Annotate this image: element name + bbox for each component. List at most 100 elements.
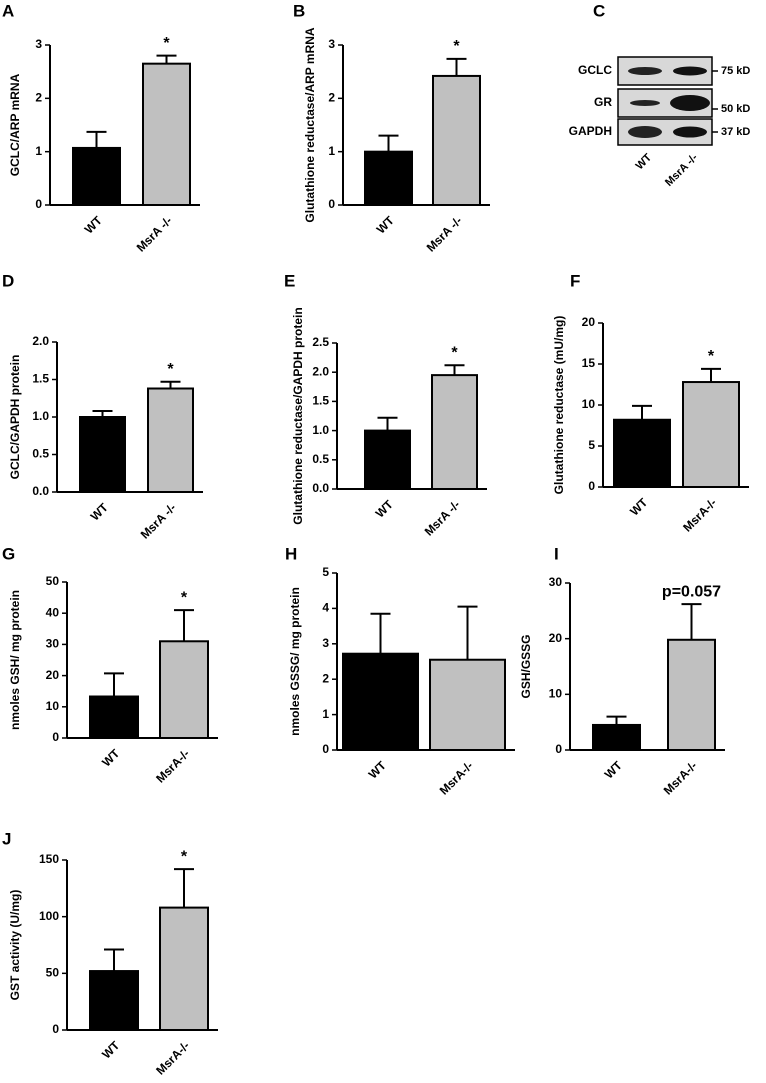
y-tick-label: 1 — [328, 144, 335, 158]
panel-letter: G — [2, 544, 15, 563]
x-tick-label: MsrA -/- — [422, 497, 463, 538]
bar — [89, 970, 139, 1031]
y-axis-label: GSH/GSSG — [519, 634, 533, 698]
x-tick-label: WT — [602, 758, 626, 782]
blot-band — [670, 95, 710, 111]
error-bar — [632, 404, 652, 420]
panel-letter: C — [593, 1, 605, 20]
blot-lane-label: MsrA -/- — [663, 151, 700, 188]
annotation: * — [453, 38, 460, 55]
y-axis-label: Glutathione reductase (mU/mg) — [552, 316, 566, 495]
y-tick-label: 0 — [555, 742, 562, 756]
blot-row-label: GCLC — [578, 63, 612, 77]
y-tick-label: 0 — [328, 197, 335, 211]
y-tick-label: 50 — [46, 966, 60, 980]
blot-size-label: 50 kD — [721, 103, 750, 115]
bar — [364, 150, 413, 207]
bar — [159, 640, 209, 740]
panel-letter: H — [285, 544, 297, 563]
blot-band — [673, 126, 707, 138]
bar — [613, 418, 671, 489]
blot-row-label: GAPDH — [569, 124, 612, 138]
x-tick-label: WT — [99, 746, 123, 770]
y-tick-label: 3 — [322, 636, 329, 650]
x-tick-label: WT — [374, 213, 398, 237]
bar — [89, 695, 139, 740]
error-bar — [457, 605, 478, 660]
y-axis-label: GCLC/GAPDH protein — [8, 355, 22, 480]
bar — [592, 723, 641, 752]
y-tick-label: 10 — [582, 397, 596, 411]
y-tick-label: 150 — [39, 852, 59, 866]
error-bar — [370, 612, 391, 654]
y-tick-label: 0.5 — [312, 452, 329, 466]
x-tick-label: MsrA -/- — [134, 213, 175, 254]
annotation: * — [451, 344, 458, 361]
y-tick-label: 2 — [322, 671, 329, 685]
y-tick-label: 0.5 — [32, 447, 49, 461]
y-tick-label: 3 — [328, 37, 335, 51]
y-tick-label: 5 — [322, 565, 329, 579]
y-tick-label: 50 — [46, 574, 60, 588]
y-tick-label: 0 — [588, 479, 595, 493]
annotation: * — [181, 589, 188, 606]
panel-letter: B — [293, 1, 305, 20]
y-tick-label: 4 — [322, 601, 329, 615]
y-tick-label: 1 — [35, 144, 42, 158]
panel-letter: J — [2, 829, 11, 848]
blot-lane-label: WT — [634, 151, 655, 172]
annotation: * — [167, 361, 174, 378]
y-tick-label: 2.0 — [32, 334, 49, 348]
blot-band — [628, 126, 662, 138]
y-tick-label: 100 — [39, 909, 59, 923]
error-bar — [377, 416, 398, 431]
bar — [682, 381, 740, 489]
y-tick-label: 20 — [46, 668, 60, 682]
y-axis-label: nmoles GSSG/ mg protein — [288, 587, 302, 736]
bar — [431, 374, 478, 490]
y-tick-label: 10 — [46, 699, 60, 713]
annotation: p=0.057 — [662, 583, 721, 600]
y-tick-label: 40 — [46, 605, 60, 619]
y-tick-label: 20 — [549, 631, 563, 645]
y-tick-label: 15 — [582, 356, 596, 370]
y-tick-label: 1.0 — [32, 409, 49, 423]
x-tick-label: WT — [99, 1038, 123, 1062]
y-tick-label: 2 — [35, 91, 42, 105]
y-tick-label: 0 — [52, 730, 59, 744]
y-tick-label: 2.0 — [312, 364, 329, 378]
y-tick-label: 0.0 — [32, 484, 49, 498]
panel-letter: I — [554, 544, 559, 563]
x-tick-label: MsrA -/- — [138, 500, 179, 541]
annotation: * — [708, 348, 715, 365]
error-bar — [174, 609, 194, 642]
panel-letter: A — [2, 1, 14, 20]
x-tick-label: WT — [366, 758, 390, 782]
y-tick-label: 0 — [52, 1022, 59, 1036]
error-bar — [160, 380, 181, 389]
y-tick-label: 2 — [328, 91, 335, 105]
annotation: * — [181, 848, 188, 865]
error-bar — [378, 134, 399, 152]
error-bar — [92, 410, 113, 417]
x-tick-label: MsrA-/- — [437, 758, 476, 797]
error-bar — [174, 868, 194, 908]
panel-letter: F — [570, 271, 580, 290]
y-tick-label: 0.0 — [312, 481, 329, 495]
x-tick-label: WT — [88, 500, 112, 524]
blot-band — [628, 67, 662, 75]
bar — [147, 387, 194, 493]
bar — [72, 146, 121, 206]
y-tick-label: 3 — [35, 37, 42, 51]
y-tick-label: 1.0 — [312, 423, 329, 437]
y-tick-label: 2.5 — [312, 335, 329, 349]
panel-letter: D — [2, 271, 14, 290]
y-axis-label: Glutathione reductase/ARP mRNA — [303, 27, 317, 222]
error-bar — [86, 130, 107, 148]
x-tick-label: MsrA-/- — [153, 746, 192, 785]
blot-size-label: 75 kD — [721, 65, 750, 77]
y-axis-label: GST activity (U/mg) — [8, 890, 22, 1001]
panel-letter: E — [284, 271, 295, 290]
y-tick-label: 1.5 — [312, 394, 329, 408]
